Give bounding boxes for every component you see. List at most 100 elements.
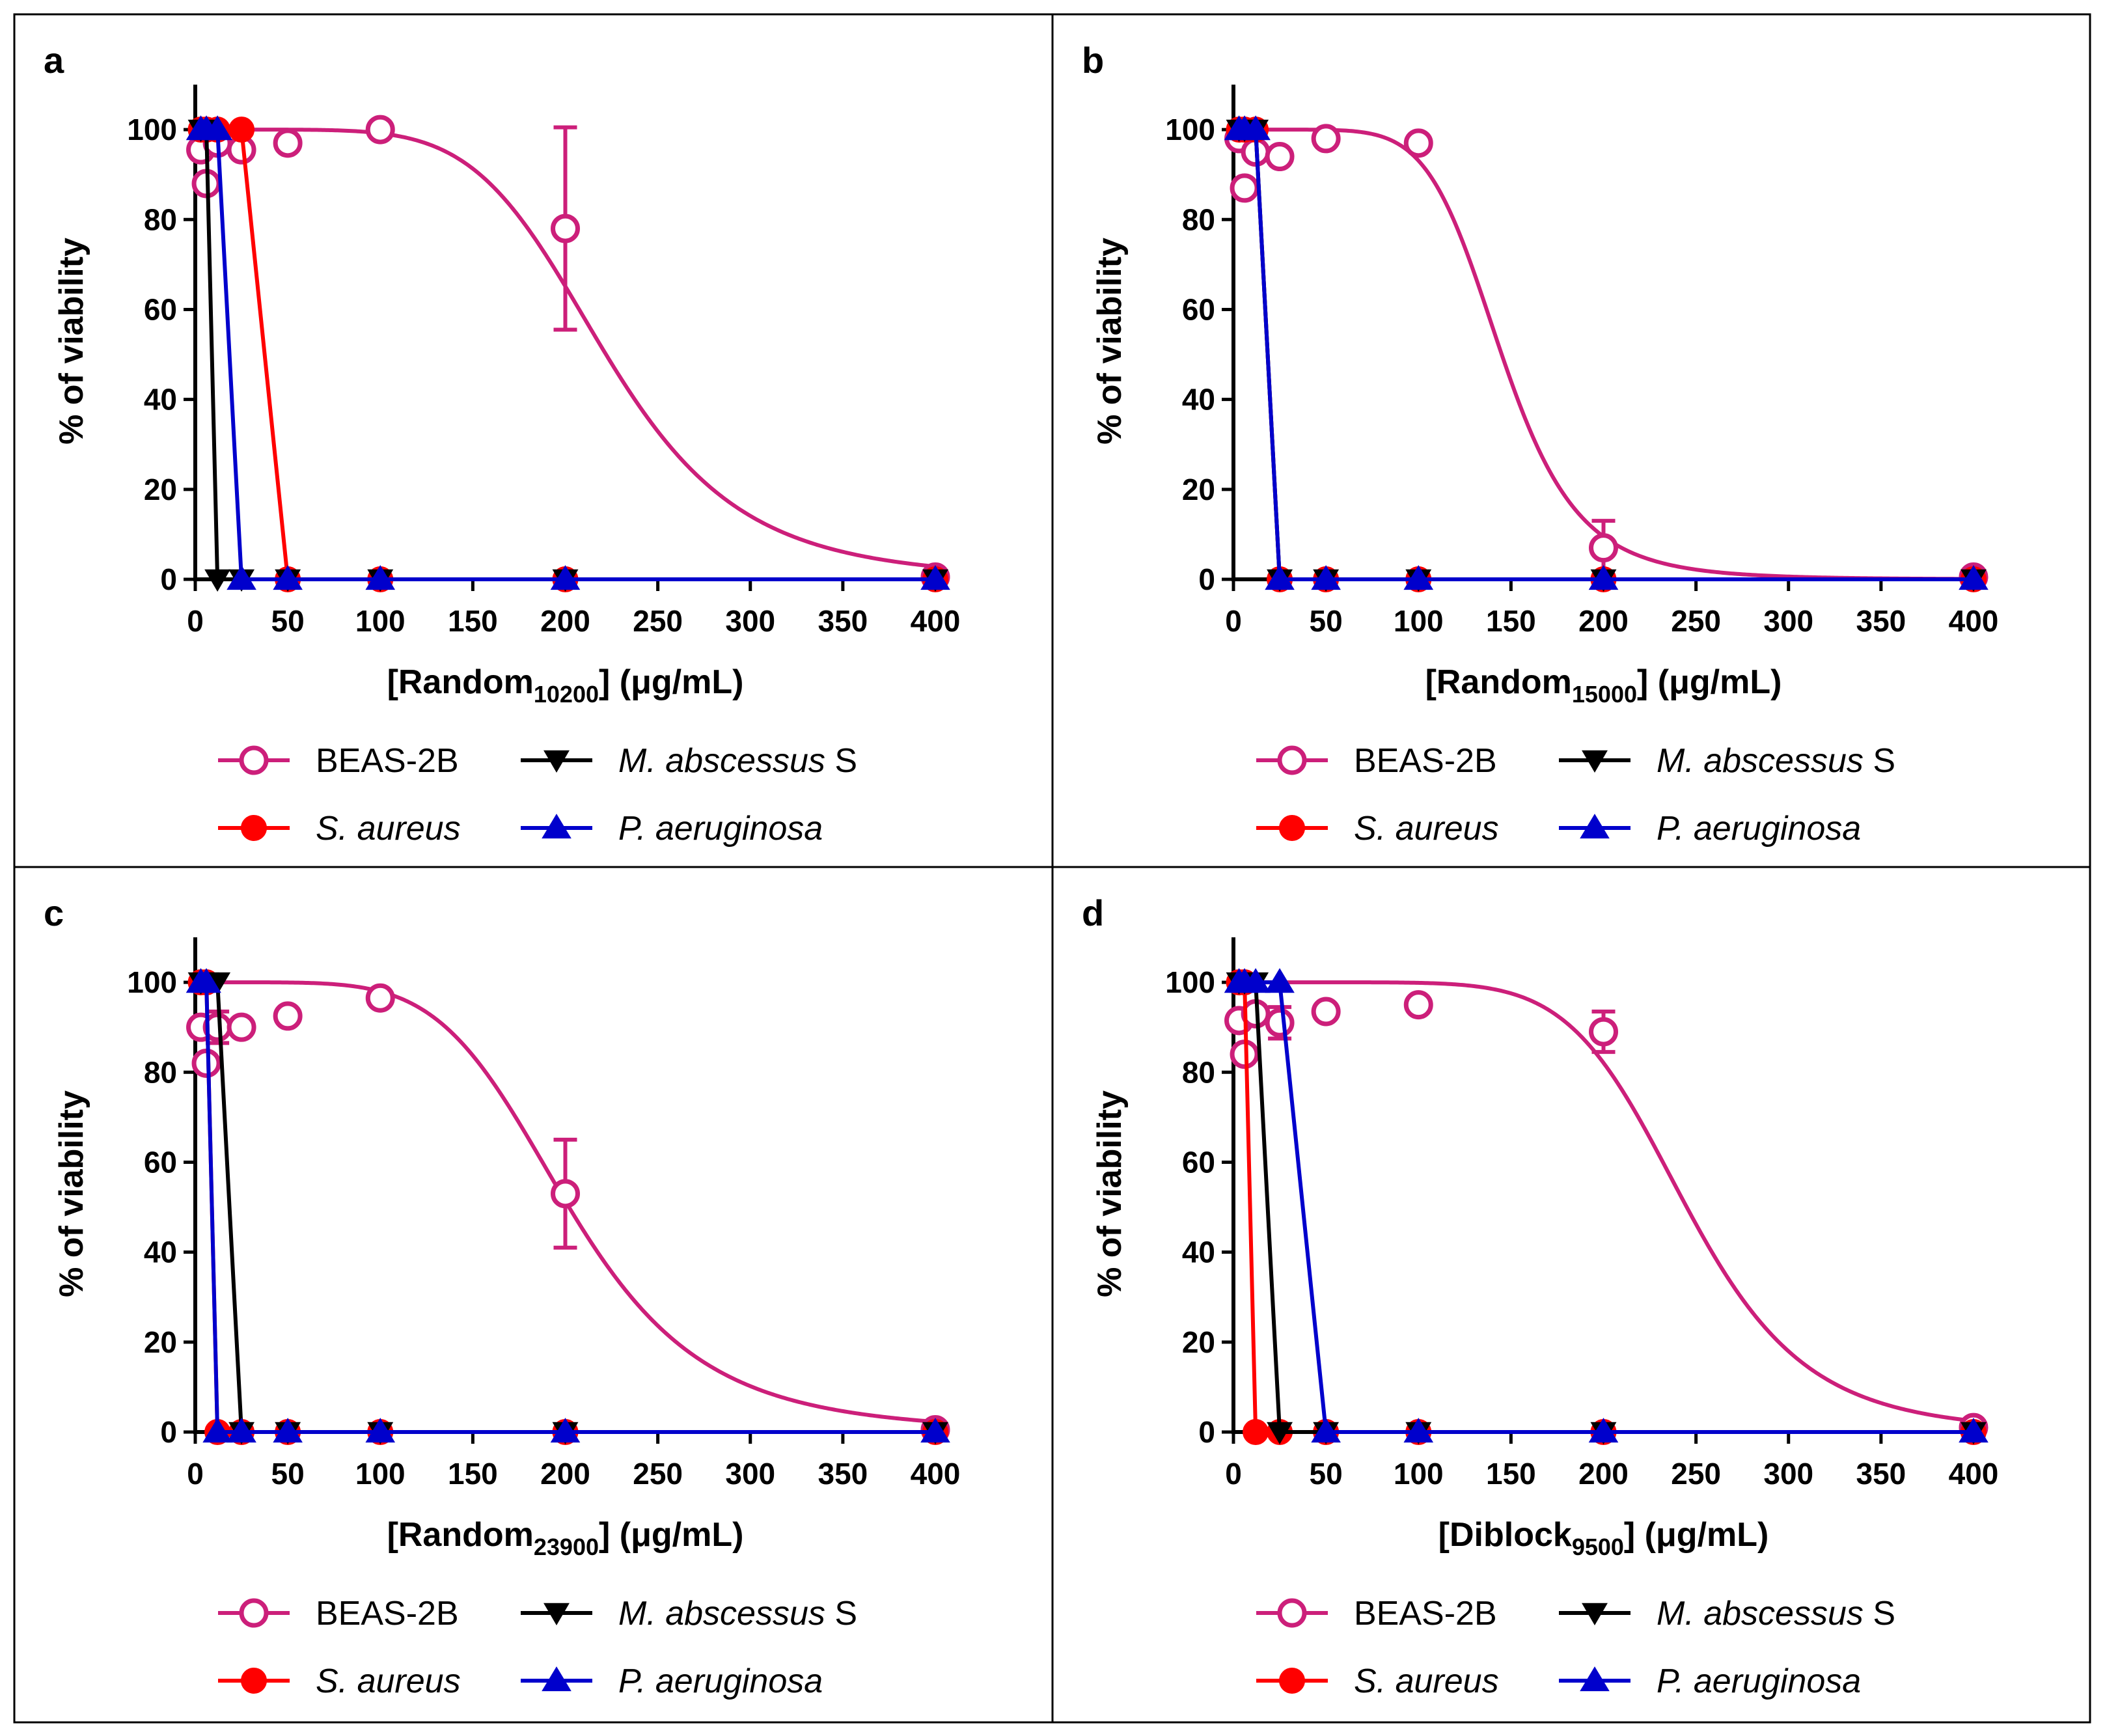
data-point-paeru — [202, 115, 232, 141]
legend-marker-paeru — [1580, 814, 1610, 839]
legend-item-mabs: M. abscessus S — [521, 742, 857, 780]
data-point-paeru — [365, 1418, 396, 1443]
legend-label-paeru: P. aeruginosa — [1657, 1662, 1861, 1700]
y-tick-label: 0 — [1198, 562, 1215, 596]
y-tick-label: 80 — [1182, 1055, 1215, 1089]
y-axis-label: % of viability — [53, 1090, 90, 1297]
legend-text-part: M. abscessus — [618, 742, 825, 780]
data-point-saureus — [228, 117, 255, 143]
legend-item-saureus: S. aureus — [218, 1662, 461, 1700]
y-tick-label: 60 — [144, 292, 177, 326]
y-tick-label: 0 — [1198, 1415, 1215, 1449]
data-point-beas — [1403, 128, 1433, 158]
legend-text-part: BEAS-2B — [1354, 742, 1497, 780]
legend-text-part: S — [825, 1595, 857, 1633]
legend-marker-paeru — [542, 814, 571, 839]
x-tick-label: 150 — [448, 1457, 498, 1491]
data-point-paeru — [1265, 565, 1295, 590]
data-point-paeru — [1588, 565, 1619, 590]
plot-area: 0 20 40 60 80 100 0 50 100 150 200 250 300 350 400 — [127, 937, 960, 1491]
fit-curve-beas — [1235, 980, 1974, 1423]
legend-marker-mabs — [543, 750, 570, 773]
series-paeru — [186, 115, 950, 590]
legend-text-part: S — [1864, 1595, 1895, 1633]
data-point-paeru — [1311, 565, 1341, 590]
legend-item-mabs: M. abscessus S — [521, 1595, 857, 1633]
line-paeru — [200, 980, 935, 1434]
y-tick-label: 40 — [1182, 1235, 1215, 1269]
legend-item-saureus: S. aureus — [1256, 810, 1499, 847]
legend-item-beas: BEAS-2B — [1256, 1595, 1497, 1633]
x-tick-label: 150 — [448, 604, 498, 638]
legend-label-paeru: P. aeruginosa — [1657, 810, 1861, 847]
x-tick-label: 200 — [540, 604, 590, 638]
y-tick-label: 100 — [1165, 113, 1215, 146]
data-point-paeru — [1241, 968, 1271, 993]
legend-item-beas: BEAS-2B — [218, 742, 459, 780]
y-axis-label: % of viability — [1091, 238, 1129, 445]
panel-letter: a — [44, 40, 64, 81]
x-tick-label: 0 — [1225, 604, 1242, 638]
x-tick-label: 0 — [187, 1457, 204, 1491]
y-tick-label: 60 — [1182, 292, 1215, 326]
legend-marker-beas — [1277, 745, 1307, 775]
data-point-mabs — [1267, 1422, 1293, 1444]
data-point-paeru — [273, 565, 303, 590]
data-point-beas — [551, 214, 580, 243]
legend-marker-mabs — [1582, 1603, 1608, 1625]
x-tick-label: 200 — [1578, 1457, 1629, 1491]
panel-border — [1051, 866, 2091, 1724]
x-tick-label: 350 — [818, 1457, 868, 1491]
series-paeru — [1224, 115, 1988, 590]
data-point-paeru — [1959, 1418, 1988, 1443]
data-point-beas — [365, 115, 395, 145]
legend-text-part: S — [1864, 742, 1895, 780]
x-tick-label: 0 — [187, 604, 204, 638]
legend: BEAS-2B M. abscessus S S. aureus P. aerugin… — [1256, 742, 1895, 847]
legend-item-mabs: M. abscessus S — [1559, 1595, 1895, 1633]
x-tick-label: 50 — [1310, 604, 1343, 638]
data-point-paeru — [1403, 1418, 1434, 1443]
x-axis-label: [Random10200] (μg/mL) — [387, 663, 744, 708]
legend-label-saureus: S. aureus — [316, 1662, 461, 1700]
x-tick-label: 400 — [911, 604, 961, 638]
legend-marker-mabs — [543, 1603, 570, 1625]
y-tick-label: 100 — [127, 113, 177, 146]
x-axis-label-subscript: 10200 — [534, 681, 599, 708]
data-point-paeru — [365, 565, 396, 590]
y-tick-label: 20 — [1182, 473, 1215, 506]
y-tick-label: 40 — [144, 383, 177, 417]
legend-item-beas: BEAS-2B — [1256, 742, 1497, 780]
x-axis-label-subscript: 15000 — [1572, 681, 1637, 708]
legend-label-mabs: M. abscessus S — [1657, 1595, 1895, 1633]
legend-text-part: P. aeruginosa — [618, 810, 823, 847]
data-point-paeru — [1265, 968, 1295, 993]
legend-label-paeru: P. aeruginosa — [618, 810, 823, 847]
legend-label-saureus: S. aureus — [1354, 1662, 1499, 1700]
data-point-saureus — [1243, 1419, 1269, 1445]
data-point-paeru — [1311, 1418, 1341, 1443]
legend-text-part: BEAS-2B — [316, 1595, 459, 1633]
legend-text-part: P. aeruginosa — [1657, 810, 1861, 847]
y-tick-label: 80 — [144, 1055, 177, 1089]
panel-letter: b — [1082, 40, 1104, 81]
x-axis-label-prefix: [Diblock — [1438, 1516, 1572, 1554]
legend: BEAS-2B M. abscessus S S. aureus P. aerugin… — [1256, 1595, 1895, 1700]
y-tick-label: 0 — [160, 562, 177, 596]
legend-item-paeru: P. aeruginosa — [521, 1662, 823, 1700]
legend-label-beas: BEAS-2B — [1354, 1595, 1497, 1633]
x-axis-label-suffix: ] (μg/mL) — [1624, 1516, 1768, 1554]
x-tick-label: 50 — [1310, 1457, 1343, 1491]
x-axis-label-suffix: ] (μg/mL) — [1637, 663, 1782, 701]
x-tick-label: 50 — [271, 1457, 305, 1491]
data-point-paeru — [1241, 115, 1271, 141]
data-point-paeru — [1403, 565, 1434, 590]
x-axis-label: [Random23900] (μg/mL) — [387, 1516, 744, 1560]
y-tick-label: 20 — [144, 1325, 177, 1359]
x-axis-label-prefix: [Random — [1425, 663, 1572, 701]
x-tick-label: 100 — [355, 604, 406, 638]
legend-text-part: S. aureus — [316, 810, 461, 847]
x-tick-label: 300 — [1763, 604, 1813, 638]
x-tick-label: 100 — [1394, 1457, 1444, 1491]
series-paeru — [186, 968, 950, 1443]
